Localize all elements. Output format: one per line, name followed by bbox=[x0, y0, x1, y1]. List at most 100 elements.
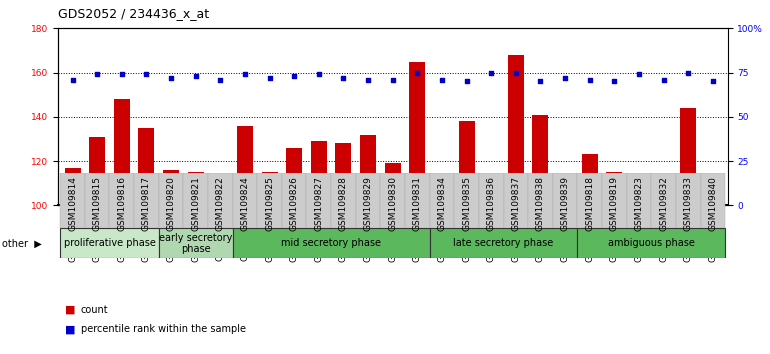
Bar bbox=[676, 173, 701, 228]
Bar bbox=[60, 173, 85, 228]
Bar bbox=[336, 143, 351, 205]
Bar bbox=[237, 126, 253, 205]
Bar bbox=[89, 137, 105, 205]
Bar bbox=[159, 228, 233, 258]
Point bbox=[559, 75, 571, 81]
Bar bbox=[60, 228, 159, 258]
Text: GSM109838: GSM109838 bbox=[536, 176, 545, 231]
Text: GSM109834: GSM109834 bbox=[437, 176, 447, 231]
Text: GSM109840: GSM109840 bbox=[708, 176, 718, 231]
Text: GSM109839: GSM109839 bbox=[561, 176, 570, 231]
Bar bbox=[109, 173, 134, 228]
Bar bbox=[311, 141, 326, 205]
Bar bbox=[385, 163, 400, 205]
Point bbox=[214, 77, 226, 82]
Text: early secretory
phase: early secretory phase bbox=[159, 233, 233, 254]
Point bbox=[436, 77, 448, 82]
Bar bbox=[405, 173, 430, 228]
Text: GSM109824: GSM109824 bbox=[240, 176, 249, 231]
Point bbox=[239, 72, 251, 77]
Text: GSM109836: GSM109836 bbox=[487, 176, 496, 231]
Text: GSM109815: GSM109815 bbox=[92, 176, 102, 231]
Text: GSM109819: GSM109819 bbox=[610, 176, 619, 231]
Text: GSM109831: GSM109831 bbox=[413, 176, 422, 231]
Bar bbox=[331, 173, 356, 228]
Text: GSM109818: GSM109818 bbox=[585, 176, 594, 231]
Bar bbox=[114, 99, 130, 205]
Bar bbox=[159, 173, 183, 228]
Bar bbox=[306, 173, 331, 228]
Point bbox=[485, 70, 497, 75]
Text: GSM109821: GSM109821 bbox=[191, 176, 200, 231]
Text: GSM109823: GSM109823 bbox=[634, 176, 644, 231]
Text: GSM109835: GSM109835 bbox=[462, 176, 471, 231]
Bar bbox=[701, 173, 725, 228]
Text: count: count bbox=[81, 305, 109, 315]
Bar bbox=[680, 108, 696, 205]
Text: GSM109828: GSM109828 bbox=[339, 176, 348, 231]
Point bbox=[510, 70, 522, 75]
Bar bbox=[655, 177, 671, 205]
Bar bbox=[410, 62, 425, 205]
Text: late secretory phase: late secretory phase bbox=[454, 238, 554, 249]
Text: GSM109827: GSM109827 bbox=[314, 176, 323, 231]
Bar bbox=[631, 181, 647, 205]
Point bbox=[263, 75, 276, 81]
Bar bbox=[557, 183, 573, 205]
Bar bbox=[65, 168, 81, 205]
Text: other  ▶: other ▶ bbox=[2, 238, 42, 249]
Text: mid secretory phase: mid secretory phase bbox=[281, 238, 381, 249]
Bar bbox=[208, 173, 233, 228]
Point bbox=[140, 72, 152, 77]
Bar bbox=[602, 173, 627, 228]
Text: GSM109833: GSM109833 bbox=[684, 176, 693, 231]
Text: GSM109814: GSM109814 bbox=[68, 176, 77, 231]
Bar bbox=[434, 203, 450, 205]
Text: GSM109820: GSM109820 bbox=[166, 176, 176, 231]
Text: GSM109816: GSM109816 bbox=[117, 176, 126, 231]
Bar bbox=[430, 228, 578, 258]
Bar bbox=[533, 115, 548, 205]
Bar bbox=[651, 173, 676, 228]
Bar bbox=[139, 128, 155, 205]
Bar bbox=[454, 173, 479, 228]
Bar bbox=[459, 121, 474, 205]
Text: GSM109826: GSM109826 bbox=[290, 176, 299, 231]
Text: proliferative phase: proliferative phase bbox=[64, 238, 156, 249]
Text: GSM109829: GSM109829 bbox=[363, 176, 373, 231]
Text: GSM109822: GSM109822 bbox=[216, 176, 225, 231]
Point bbox=[66, 77, 79, 82]
Bar bbox=[286, 148, 302, 205]
Bar bbox=[213, 175, 228, 205]
Text: GSM109837: GSM109837 bbox=[511, 176, 521, 231]
Text: GSM109825: GSM109825 bbox=[265, 176, 274, 231]
Text: GSM109830: GSM109830 bbox=[388, 176, 397, 231]
Bar bbox=[606, 172, 622, 205]
Bar bbox=[380, 173, 405, 228]
Point bbox=[633, 72, 645, 77]
Bar bbox=[479, 173, 504, 228]
Bar bbox=[257, 173, 282, 228]
Point bbox=[337, 75, 350, 81]
Bar bbox=[578, 228, 725, 258]
Bar bbox=[430, 173, 454, 228]
Point bbox=[362, 77, 374, 82]
Point bbox=[411, 70, 424, 75]
Bar bbox=[504, 173, 528, 228]
Bar bbox=[233, 173, 257, 228]
Bar bbox=[233, 228, 430, 258]
Bar bbox=[360, 135, 376, 205]
Point bbox=[288, 73, 300, 79]
Bar bbox=[484, 196, 499, 205]
Point bbox=[387, 77, 399, 82]
Text: GDS2052 / 234436_x_at: GDS2052 / 234436_x_at bbox=[58, 7, 209, 20]
Bar bbox=[85, 173, 109, 228]
Bar bbox=[188, 172, 204, 205]
Bar bbox=[134, 173, 159, 228]
Bar bbox=[508, 55, 524, 205]
Text: ■: ■ bbox=[65, 305, 76, 315]
Point bbox=[707, 79, 719, 84]
Bar bbox=[528, 173, 553, 228]
Text: ■: ■ bbox=[65, 324, 76, 334]
Bar bbox=[262, 172, 277, 205]
